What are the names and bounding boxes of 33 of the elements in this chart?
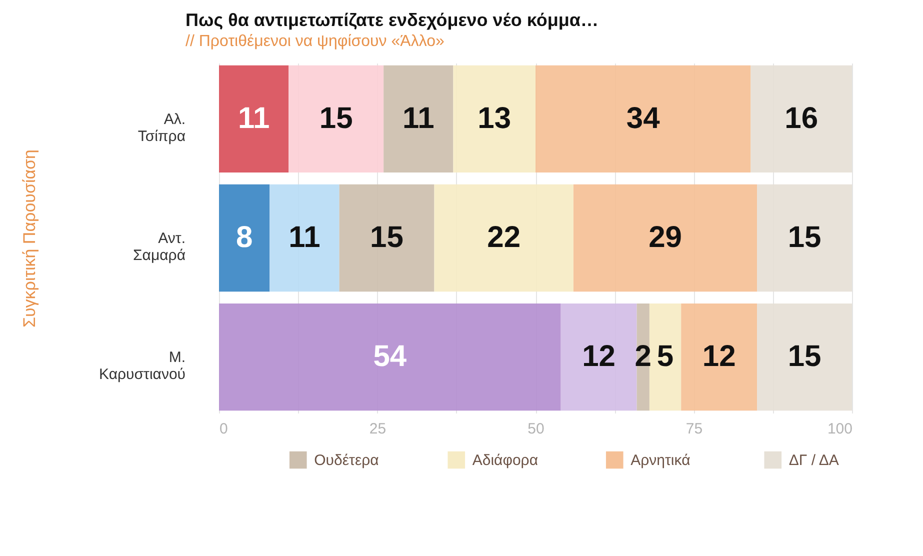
y-tick-label: Αλ. Τσίπρα	[138, 110, 186, 145]
legend-label: Ουδέτερα	[314, 452, 380, 469]
y-tick-label: Μ. Καρυστιανού	[99, 349, 186, 384]
data-label: 16	[784, 102, 818, 135]
data-label: 54	[373, 340, 407, 374]
chart-subtitle: // Προτιθέμενοι να ψηφίσουν «Άλλο»	[186, 33, 444, 50]
data-label: 29	[648, 221, 682, 254]
x-tick-label: 0	[220, 420, 228, 438]
x-tick-label: 25	[369, 420, 386, 438]
data-label: 11	[402, 102, 434, 135]
data-label: 15	[319, 102, 353, 135]
data-label: 8	[236, 221, 253, 254]
data-label: 12	[702, 340, 736, 374]
legend-label: ΔΓ / ΔΑ	[788, 452, 839, 469]
y-tick-label: Αντ. Σαμαρά	[133, 230, 186, 264]
data-label: 22	[487, 221, 521, 254]
data-label: 15	[788, 221, 822, 254]
data-label: 15	[788, 340, 822, 374]
data-label: 12	[582, 340, 616, 374]
data-label: 34	[626, 102, 660, 135]
data-label: 2	[634, 340, 652, 374]
x-tick-label: 50	[528, 420, 544, 438]
x-tick-label: 75	[686, 420, 703, 438]
data-label: 5	[656, 340, 674, 374]
data-label: 15	[370, 221, 404, 254]
legend-label: Αρνητικά	[630, 452, 691, 469]
legend-label: Αδιάφορα	[472, 452, 538, 469]
x-tick-label: 100	[827, 420, 852, 438]
data-label: 13	[478, 102, 512, 135]
chart-title: Πως θα αντιμετωπίζατε ενδεχόμενο νέο κόμμα…	[186, 10, 598, 30]
y-axis-title: Συγκριτική Παρουσίαση	[20, 150, 40, 328]
data-label: 11	[238, 102, 270, 135]
data-label: 11	[288, 221, 320, 254]
